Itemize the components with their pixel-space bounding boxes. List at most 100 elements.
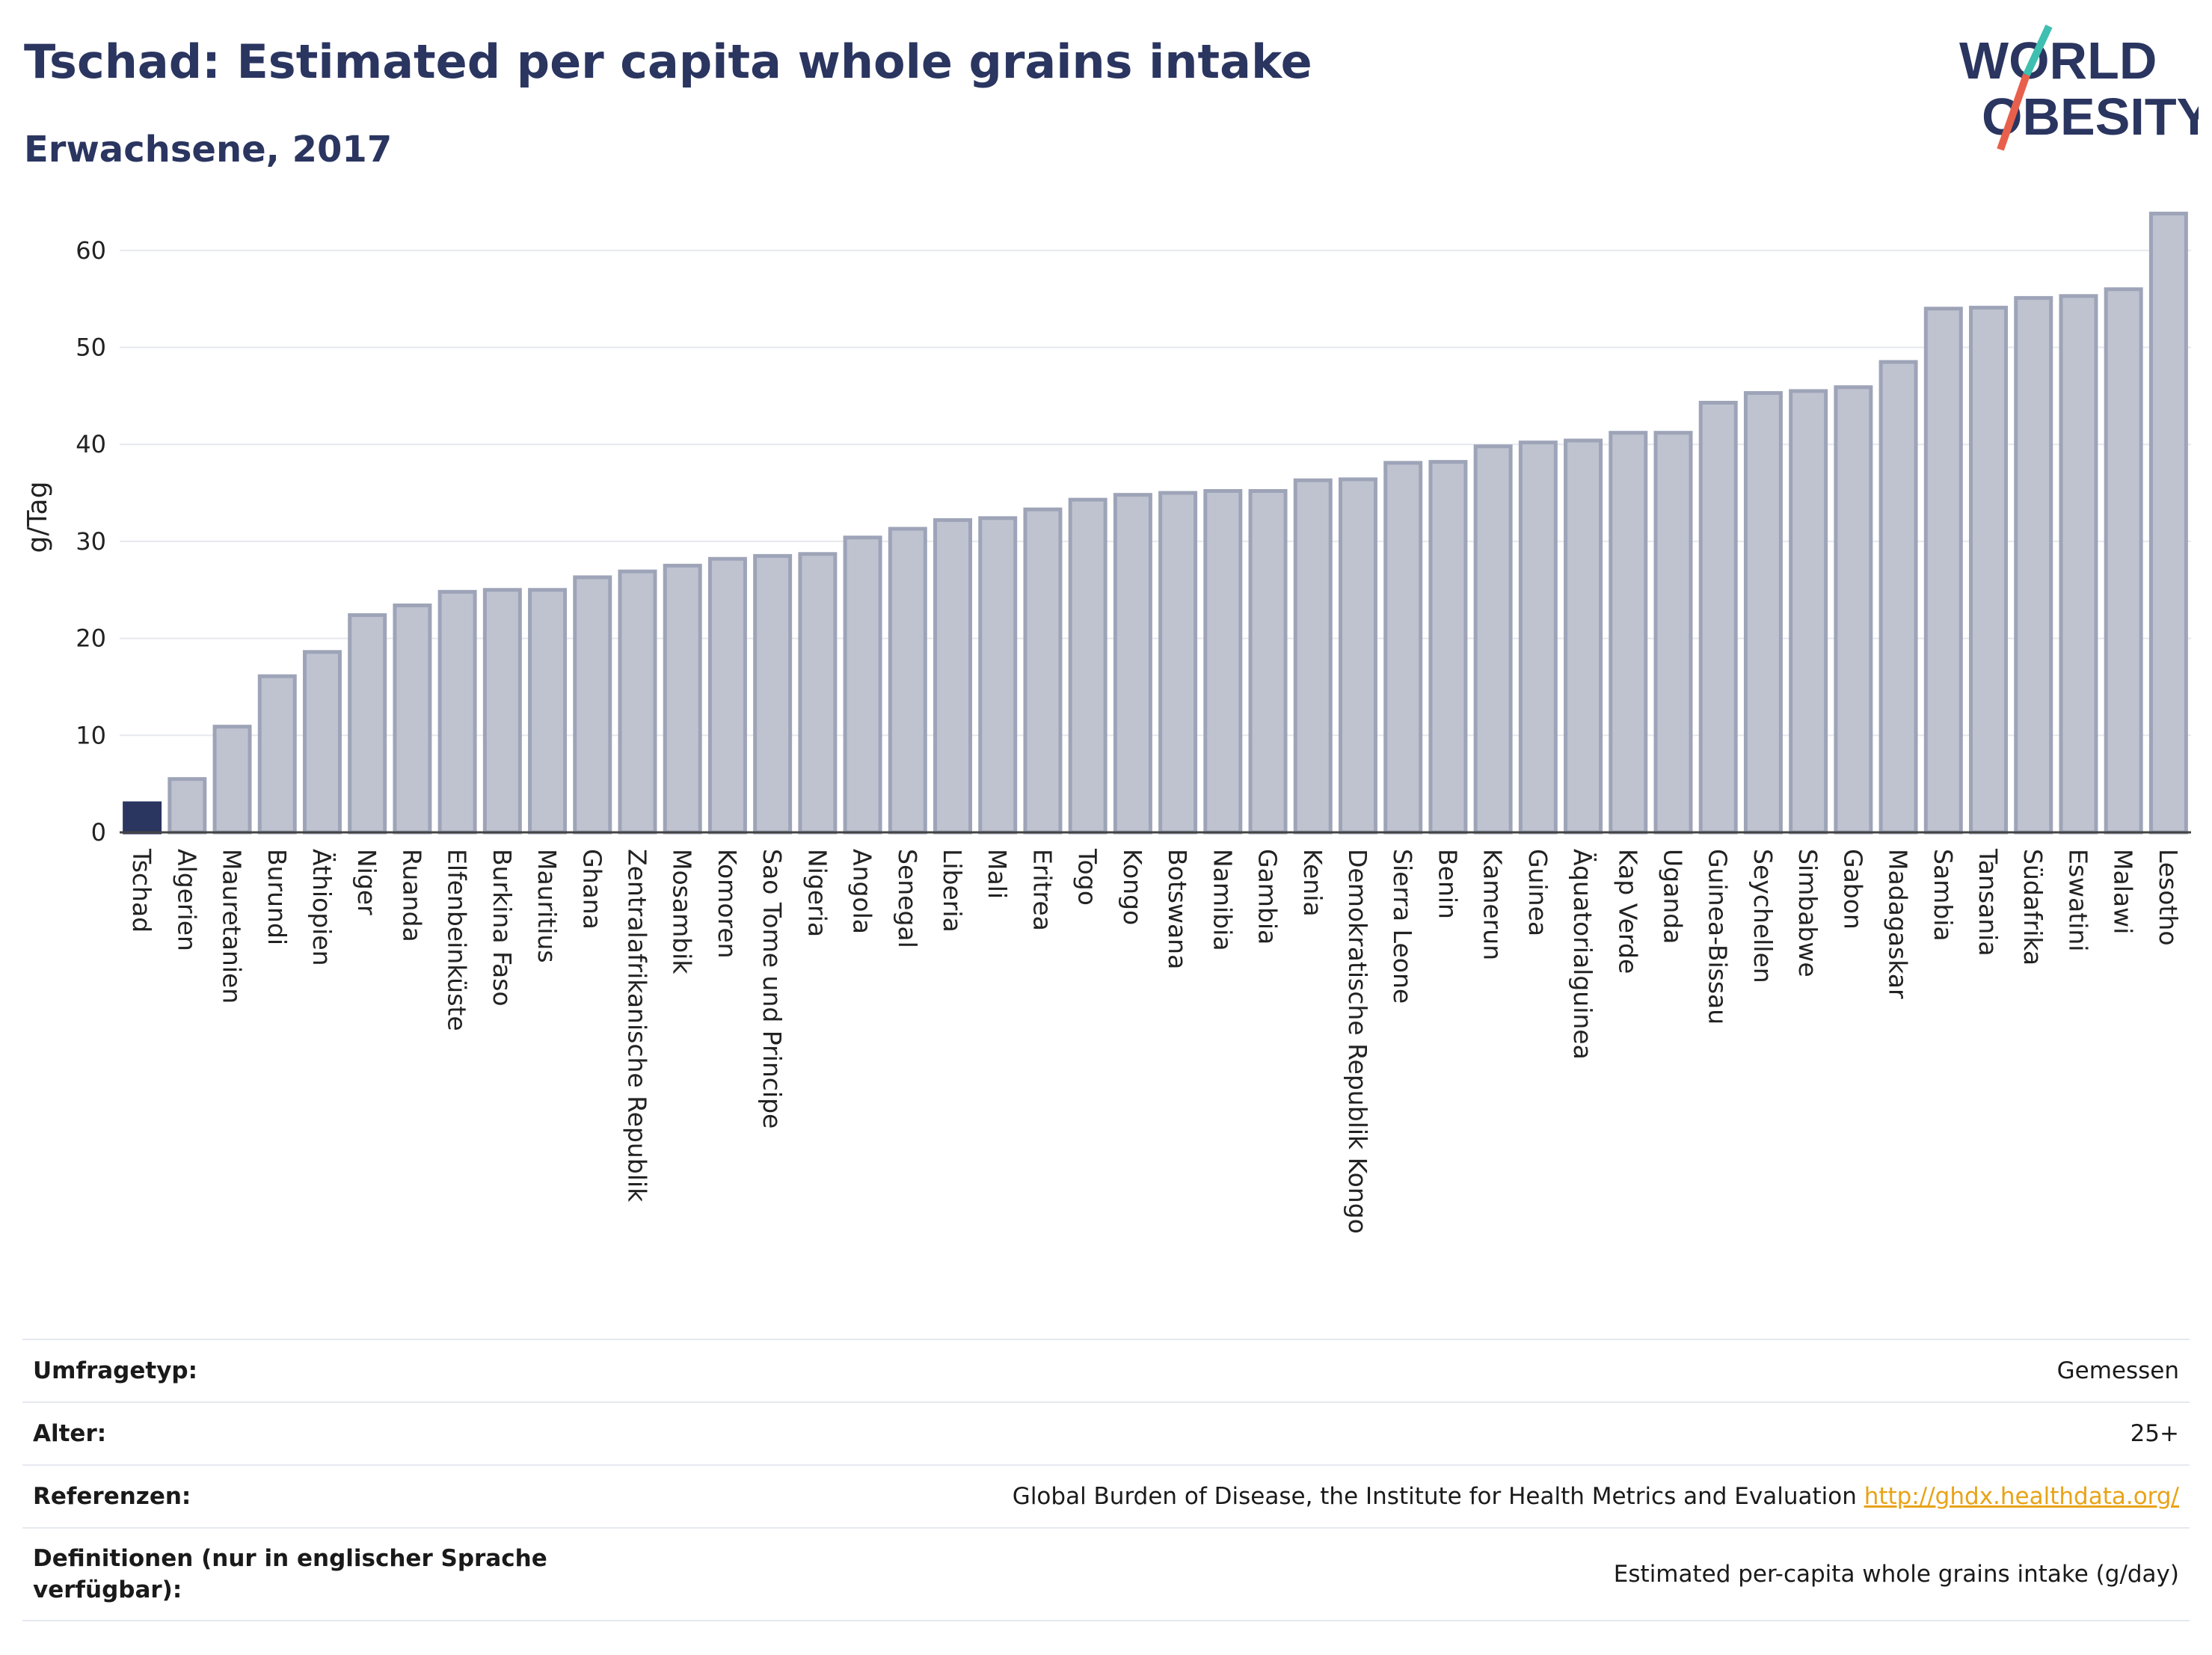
bar-senegal[interactable]	[888, 526, 927, 835]
x-tick-label: Elfenbeinküste	[443, 849, 472, 1031]
x-tick-label: Mauritius	[532, 849, 562, 963]
bar-nigeria[interactable]	[798, 552, 838, 835]
chart-subtitle: Erwachsene, 2017	[24, 129, 393, 171]
bar-uganda[interactable]	[1653, 431, 1693, 835]
bar-komoren[interactable]	[707, 556, 747, 835]
x-tick-label: Ruanda	[397, 849, 426, 942]
bars	[123, 212, 2188, 835]
y-tick-label: 50	[76, 334, 106, 362]
x-tick-label: Madagaskar	[1884, 849, 1913, 999]
meta-value-text: 25+	[2130, 1420, 2179, 1447]
x-tick-label: Nigeria	[802, 849, 832, 937]
x-tick-label: Sao Tome und Principe	[758, 849, 787, 1129]
bar-angola[interactable]	[843, 535, 882, 835]
x-tick-label: Eswatini	[2063, 849, 2092, 951]
bar-niger[interactable]	[348, 612, 387, 835]
bar-elfenbeinküste[interactable]	[437, 589, 477, 835]
y-tick-label: 10	[76, 721, 106, 749]
x-tick-label: Mosambik	[668, 849, 697, 974]
bar-kenia[interactable]	[1293, 478, 1333, 835]
bar-eritrea[interactable]	[1023, 507, 1063, 835]
x-tick-label: Sambia	[1929, 849, 1958, 942]
bar-simbabwe[interactable]	[1789, 389, 1828, 835]
x-tick-label: Lesotho	[2154, 849, 2183, 946]
bar-ghana[interactable]	[573, 575, 612, 835]
y-tick-label: 30	[76, 527, 106, 556]
bar-guinea-bissau[interactable]	[1698, 400, 1738, 835]
bar-zentralafrikanische-republik[interactable]	[618, 569, 657, 835]
bar-tansania[interactable]	[1969, 305, 2009, 835]
x-tick-label: Tansania	[1973, 848, 2003, 957]
bar-algerien[interactable]	[168, 777, 207, 835]
bar-seychellen[interactable]	[1743, 390, 1783, 835]
x-tick-label: Kap Verde	[1613, 849, 1642, 974]
meta-row: Umfragetyp: Gemessen	[22, 1339, 2190, 1401]
x-tick-label: Eritrea	[1027, 849, 1057, 931]
x-tick-label: Äthiopien	[307, 849, 337, 966]
x-tick-label: Kongo	[1118, 849, 1147, 925]
x-tick-label: Mali	[983, 849, 1012, 899]
bar-botswana[interactable]	[1158, 491, 1198, 835]
x-tick-label: Benin	[1433, 849, 1462, 919]
x-tick-label: Burundi	[262, 849, 292, 945]
x-tick-label: Malawi	[2109, 849, 2138, 934]
logo-slash-red	[1997, 73, 2030, 151]
x-tick-label: Guinea-Bissau	[1703, 849, 1733, 1025]
bar-mosambik[interactable]	[663, 563, 702, 835]
bar-sambia[interactable]	[1923, 307, 1963, 835]
bar-kap-verde[interactable]	[1609, 431, 1648, 835]
bar-benin[interactable]	[1428, 460, 1468, 835]
reference-link[interactable]: http://ghdx.healthdata.org/	[1864, 1483, 2179, 1510]
x-tick-label: Botswana	[1163, 849, 1192, 969]
bar-äthiopien[interactable]	[302, 650, 342, 835]
bar-gabon[interactable]	[1834, 385, 1873, 835]
meta-value: 25+	[2130, 1418, 2179, 1449]
x-tick-label: Südafrika	[2018, 849, 2047, 965]
bar-guinea[interactable]	[1518, 440, 1558, 835]
bar-ruanda[interactable]	[393, 604, 432, 835]
bar-gambia[interactable]	[1248, 488, 1288, 835]
bar-malawi[interactable]	[2104, 287, 2143, 835]
meta-row: Definitionen (nur in englischer Sprache …	[22, 1527, 2190, 1621]
x-tick-label: Gabon	[1838, 849, 1867, 930]
bar-namibia[interactable]	[1203, 488, 1243, 835]
bar-mauritius[interactable]	[528, 588, 568, 835]
bar-sao-tome-und-principe[interactable]	[753, 553, 793, 835]
x-tick-label: Gambia	[1253, 849, 1282, 945]
bar-tschad[interactable]	[123, 801, 162, 835]
meta-key: Umfragetyp:	[33, 1357, 197, 1384]
x-tick-label: Algerien	[172, 849, 201, 951]
bar-togo[interactable]	[1068, 497, 1107, 835]
bar-lesotho[interactable]	[2148, 212, 2188, 835]
x-tick-label: Burkina Faso	[488, 849, 517, 1007]
bar-äquatorialguinea[interactable]	[1564, 438, 1603, 835]
bar-demokratische-republik-kongo[interactable]	[1338, 477, 1377, 835]
meta-row: Alter: 25+	[22, 1401, 2190, 1464]
x-tick-label: Komoren	[713, 849, 742, 959]
meta-key: Alter:	[33, 1420, 107, 1447]
x-tick-label: Niger	[352, 849, 381, 915]
y-axis: 0 10 20 30 40 50 60	[76, 236, 106, 847]
x-tick-label: Uganda	[1659, 849, 1688, 944]
bar-kongo[interactable]	[1113, 493, 1152, 835]
x-tick-label: Angola	[848, 849, 877, 934]
x-tick-label: Simbabwe	[1793, 849, 1822, 977]
y-tick-label: 60	[76, 236, 106, 265]
x-tick-label: Ghana	[577, 849, 606, 930]
bar-mali[interactable]	[978, 516, 1018, 835]
meta-value: Gemessen	[2057, 1355, 2179, 1387]
bar-burundi[interactable]	[257, 674, 297, 835]
bar-mauretanien[interactable]	[212, 725, 252, 835]
x-tick-label: Kenia	[1298, 849, 1327, 917]
x-tick-label: Guinea	[1523, 849, 1552, 936]
logo-line1: WORLD	[1959, 31, 2157, 90]
x-tick-label: Senegal	[893, 849, 922, 948]
bar-eswatini[interactable]	[2059, 294, 2098, 835]
bar-burkina-faso[interactable]	[482, 588, 522, 835]
bar-südafrika[interactable]	[2014, 295, 2053, 835]
y-axis-label: g/Tag	[22, 482, 53, 553]
bar-madagaskar[interactable]	[1878, 360, 1918, 835]
bar-kamerun[interactable]	[1473, 444, 1513, 835]
bar-sierra-leone[interactable]	[1383, 461, 1423, 835]
bar-liberia[interactable]	[933, 518, 973, 835]
